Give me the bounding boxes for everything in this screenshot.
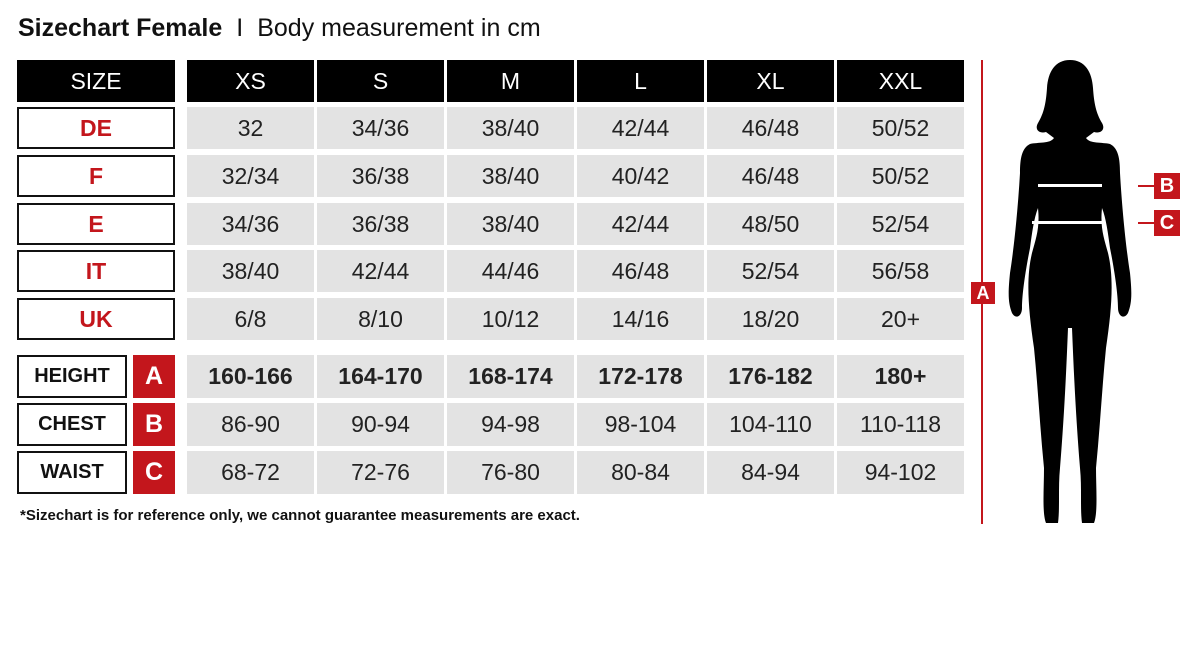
table-cell: 84-94 [707, 451, 834, 494]
size-header-2: M [447, 60, 574, 102]
table-cell: 52/54 [707, 250, 834, 292]
measurement-marker: C [133, 451, 175, 494]
table-cell: 44/46 [447, 250, 574, 292]
table-cell: 42/44 [577, 107, 704, 149]
table-cell: 90-94 [317, 403, 444, 446]
size-header-5: XXL [837, 60, 964, 102]
table-cell: 46/48 [577, 250, 704, 292]
table-cell: 48/50 [707, 203, 834, 245]
table-cell: 6/8 [187, 298, 314, 340]
table-cell: 56/58 [837, 250, 964, 292]
table-cell: 46/48 [707, 155, 834, 197]
table-cell: 68-72 [187, 451, 314, 494]
table-cell: 164-170 [317, 355, 444, 398]
table-cell: 160-166 [187, 355, 314, 398]
page-title: Sizechart Female I Body measurement in cm [18, 14, 541, 43]
table-cell: 94-102 [837, 451, 964, 494]
table-cell: 14/16 [577, 298, 704, 340]
table-cell: 46/48 [707, 107, 834, 149]
region-label: DE [17, 107, 175, 149]
table-cell: 94-98 [447, 403, 574, 446]
measurement-label: WAIST [17, 451, 127, 494]
table-cell: 168-174 [447, 355, 574, 398]
region-label: F [17, 155, 175, 197]
size-header-0: XS [187, 60, 314, 102]
table-cell: 32/34 [187, 155, 314, 197]
table-cell: 8/10 [317, 298, 444, 340]
table-cell: 72-76 [317, 451, 444, 494]
region-label: E [17, 203, 175, 245]
table-cell: 38/40 [447, 203, 574, 245]
table-cell: 98-104 [577, 403, 704, 446]
height-line-top [981, 60, 983, 282]
table-cell: 80-84 [577, 451, 704, 494]
table-cell: 42/44 [577, 203, 704, 245]
table-cell: 40/42 [577, 155, 704, 197]
size-header-label: SIZE [17, 60, 175, 102]
table-cell: 36/38 [317, 203, 444, 245]
size-header-3: L [577, 60, 704, 102]
measurement-marker: A [133, 355, 175, 398]
table-cell: 86-90 [187, 403, 314, 446]
height-line-bottom [981, 304, 983, 524]
table-cell: 38/40 [447, 155, 574, 197]
title-subtitle: Body measurement in cm [257, 14, 541, 42]
table-cell: 38/40 [187, 250, 314, 292]
height-marker: A [971, 282, 995, 304]
table-cell: 176-182 [707, 355, 834, 398]
chest-marker: B [1154, 173, 1180, 199]
region-label: UK [17, 298, 175, 340]
title-separator: I [236, 14, 244, 42]
waist-pointer-line [1138, 222, 1154, 224]
table-cell: 52/54 [837, 203, 964, 245]
table-cell: 36/38 [317, 155, 444, 197]
waist-marker: C [1154, 210, 1180, 236]
table-cell: 172-178 [577, 355, 704, 398]
table-cell: 20+ [837, 298, 964, 340]
measurement-label: CHEST [17, 403, 127, 446]
size-header-1: S [317, 60, 444, 102]
footnote: *Sizechart is for reference only, we can… [20, 507, 580, 524]
female-silhouette-icon [1008, 60, 1132, 523]
measurement-label: HEIGHT [17, 355, 127, 398]
table-cell: 32 [187, 107, 314, 149]
table-cell: 18/20 [707, 298, 834, 340]
size-header-4: XL [707, 60, 834, 102]
table-cell: 34/36 [317, 107, 444, 149]
table-cell: 34/36 [187, 203, 314, 245]
table-cell: 50/52 [837, 107, 964, 149]
table-cell: 180+ [837, 355, 964, 398]
table-cell: 110-118 [837, 403, 964, 446]
measurement-marker: B [133, 403, 175, 446]
chest-pointer-line [1138, 185, 1154, 187]
table-cell: 42/44 [317, 250, 444, 292]
table-cell: 38/40 [447, 107, 574, 149]
table-cell: 50/52 [837, 155, 964, 197]
title-main: Sizechart Female [18, 14, 223, 42]
table-cell: 10/12 [447, 298, 574, 340]
region-label: IT [17, 250, 175, 292]
table-cell: 104-110 [707, 403, 834, 446]
table-cell: 76-80 [447, 451, 574, 494]
